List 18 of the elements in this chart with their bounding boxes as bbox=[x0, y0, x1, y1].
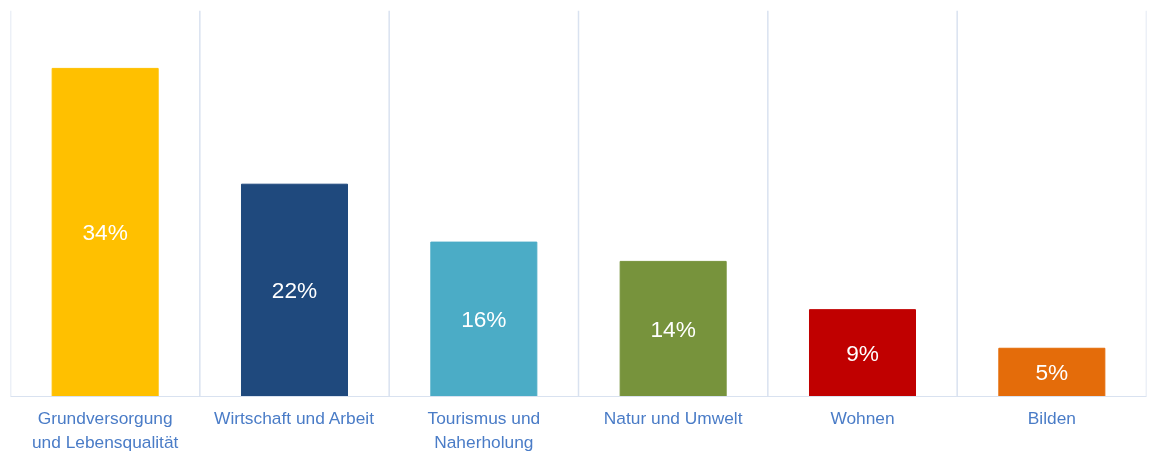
bar bbox=[240, 183, 349, 397]
x-tick-label: Wohnen bbox=[830, 407, 895, 428]
x-tick-label: Bilden bbox=[1027, 407, 1076, 428]
data-label: 34% bbox=[82, 219, 128, 246]
bar bbox=[430, 241, 538, 397]
data-label: 16% bbox=[461, 306, 507, 333]
data-label: 14% bbox=[650, 315, 696, 342]
data-label: 9% bbox=[846, 340, 879, 367]
x-tick-label: Grundversorgung und Lebensqualität bbox=[31, 407, 179, 452]
bar bbox=[51, 67, 159, 397]
x-tick-label: Natur und Umwelt bbox=[603, 407, 743, 428]
x-tick-label: Wirtschaft und Arbeit bbox=[214, 407, 375, 428]
bar bbox=[619, 260, 727, 397]
bar bbox=[808, 309, 917, 397]
data-label: 5% bbox=[1035, 359, 1069, 386]
bar bbox=[998, 347, 1106, 397]
x-tick-label: Tourismus und Naherholung bbox=[427, 407, 541, 452]
data-label: 22% bbox=[271, 277, 318, 304]
